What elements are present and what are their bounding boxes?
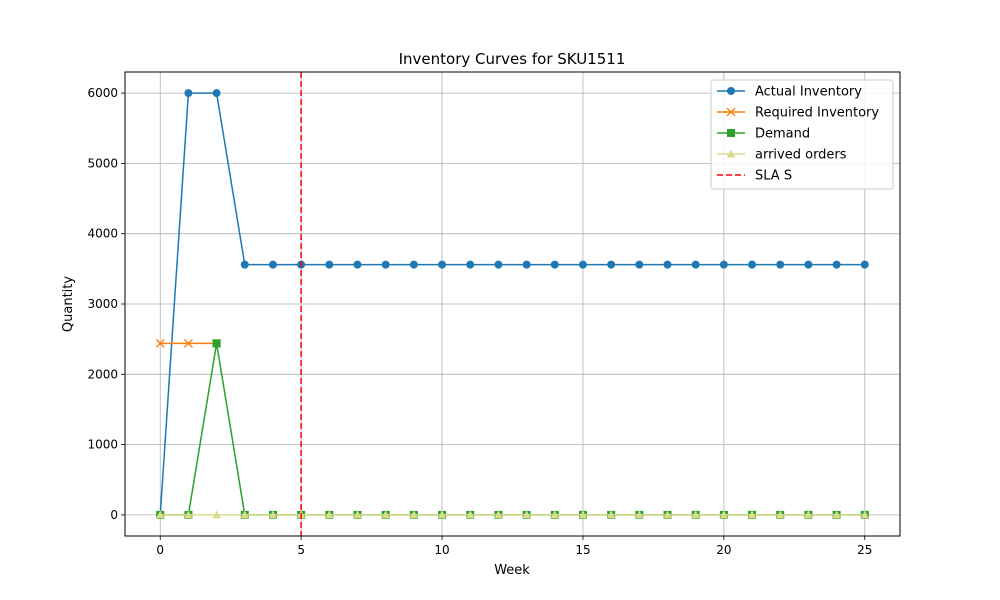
data-point: [691, 260, 700, 269]
x-axis-label: Week: [494, 563, 530, 578]
y-tick-label: 0: [110, 508, 118, 522]
data-point: [155, 338, 165, 348]
data-point: [663, 510, 672, 519]
legend-marker: [726, 149, 736, 158]
data-point: [550, 510, 559, 519]
data-point: [268, 510, 278, 519]
series-required-inventory: [155, 338, 222, 348]
data-point: [494, 510, 503, 519]
data-point: [325, 260, 334, 269]
x-tick-label: 25: [857, 543, 872, 557]
data-point: [776, 260, 785, 269]
data-point: [578, 510, 588, 519]
x-tick-label: 15: [575, 543, 590, 557]
legend-entry: arrived orders: [717, 148, 847, 163]
data-point: [832, 510, 841, 519]
data-point: [606, 510, 616, 519]
data-point: [212, 510, 221, 519]
data-point: [804, 510, 813, 519]
data-point: [466, 260, 475, 269]
data-point: [466, 510, 475, 519]
series-line: [159, 92, 865, 515]
data-point: [522, 510, 531, 519]
x-tick-label: 5: [297, 543, 305, 557]
data-point: [719, 260, 728, 269]
y-tick-label: 5000: [87, 156, 118, 170]
data-point: [663, 260, 672, 269]
series-layer: [155, 72, 869, 536]
y-tick-label: 2000: [87, 367, 118, 381]
series-actual-inventory: [156, 89, 869, 519]
data-point: [635, 510, 644, 519]
legend-label: Required Inventory: [755, 106, 879, 121]
data-point: [635, 260, 644, 269]
legend-label: SLA S: [755, 169, 792, 184]
data-point: [212, 89, 221, 98]
data-point: [494, 260, 503, 269]
legend-label: Demand: [755, 127, 810, 142]
legend-box: [710, 79, 894, 190]
data-point: [409, 260, 418, 269]
series-demand: [156, 339, 869, 519]
data-point: [747, 510, 757, 519]
data-point: [522, 260, 531, 269]
data-point: [268, 260, 277, 269]
data-point: [550, 260, 559, 269]
y-tick-label: 4000: [87, 227, 118, 241]
data-point: [381, 510, 390, 519]
data-point: [353, 510, 362, 519]
legend-marker: [726, 107, 736, 117]
legend-marker: [727, 129, 735, 137]
series-line: [160, 343, 865, 516]
axis-ticks: 0 5 10 15 20 25 0 1000 2000 3000 4000 5000 6000: [87, 86, 872, 557]
data-point: [438, 260, 447, 269]
series-arrived-orders: [156, 510, 869, 519]
data-point: [832, 260, 841, 269]
data-point: [860, 510, 869, 519]
data-point: [409, 510, 419, 519]
x-tick-label: 10: [434, 543, 449, 557]
data-point: [691, 510, 700, 519]
data-point: [156, 510, 165, 519]
data-point: [183, 338, 193, 348]
data-point: [719, 510, 729, 519]
data-point: [776, 510, 785, 519]
data-point: [240, 260, 249, 269]
legend-entry: SLA S: [717, 169, 792, 184]
x-tick-label: 0: [156, 543, 164, 557]
data-point: [860, 260, 869, 269]
legend-entry: Actual Inventory: [717, 85, 862, 100]
data-point: [748, 260, 757, 269]
data-point: [437, 510, 447, 519]
data-point: [240, 510, 249, 519]
data-point: [578, 260, 587, 269]
data-point: [212, 339, 221, 348]
y-axis-label: Quantity: [61, 276, 76, 332]
data-point: [607, 260, 616, 269]
legend-label: arrived orders: [755, 148, 847, 163]
x-tick-label: 20: [716, 543, 731, 557]
data-point: [353, 260, 362, 269]
y-tick-label: 3000: [87, 297, 118, 311]
data-point: [184, 89, 193, 98]
y-tick-label: 6000: [87, 86, 118, 100]
data-point: [325, 510, 334, 519]
legend-entry: Demand: [717, 127, 810, 142]
legend-marker: [727, 87, 735, 95]
legend-label: Actual Inventory: [755, 85, 862, 100]
data-point: [184, 510, 193, 519]
legend: Actual Inventory Required Inventory Demand…: [710, 79, 894, 190]
data-point: [381, 260, 390, 269]
data-point: [804, 260, 813, 269]
chart-title: Inventory Curves for SKU1511: [399, 50, 626, 68]
legend-entry: Required Inventory: [717, 106, 879, 121]
y-tick-label: 1000: [87, 438, 118, 452]
